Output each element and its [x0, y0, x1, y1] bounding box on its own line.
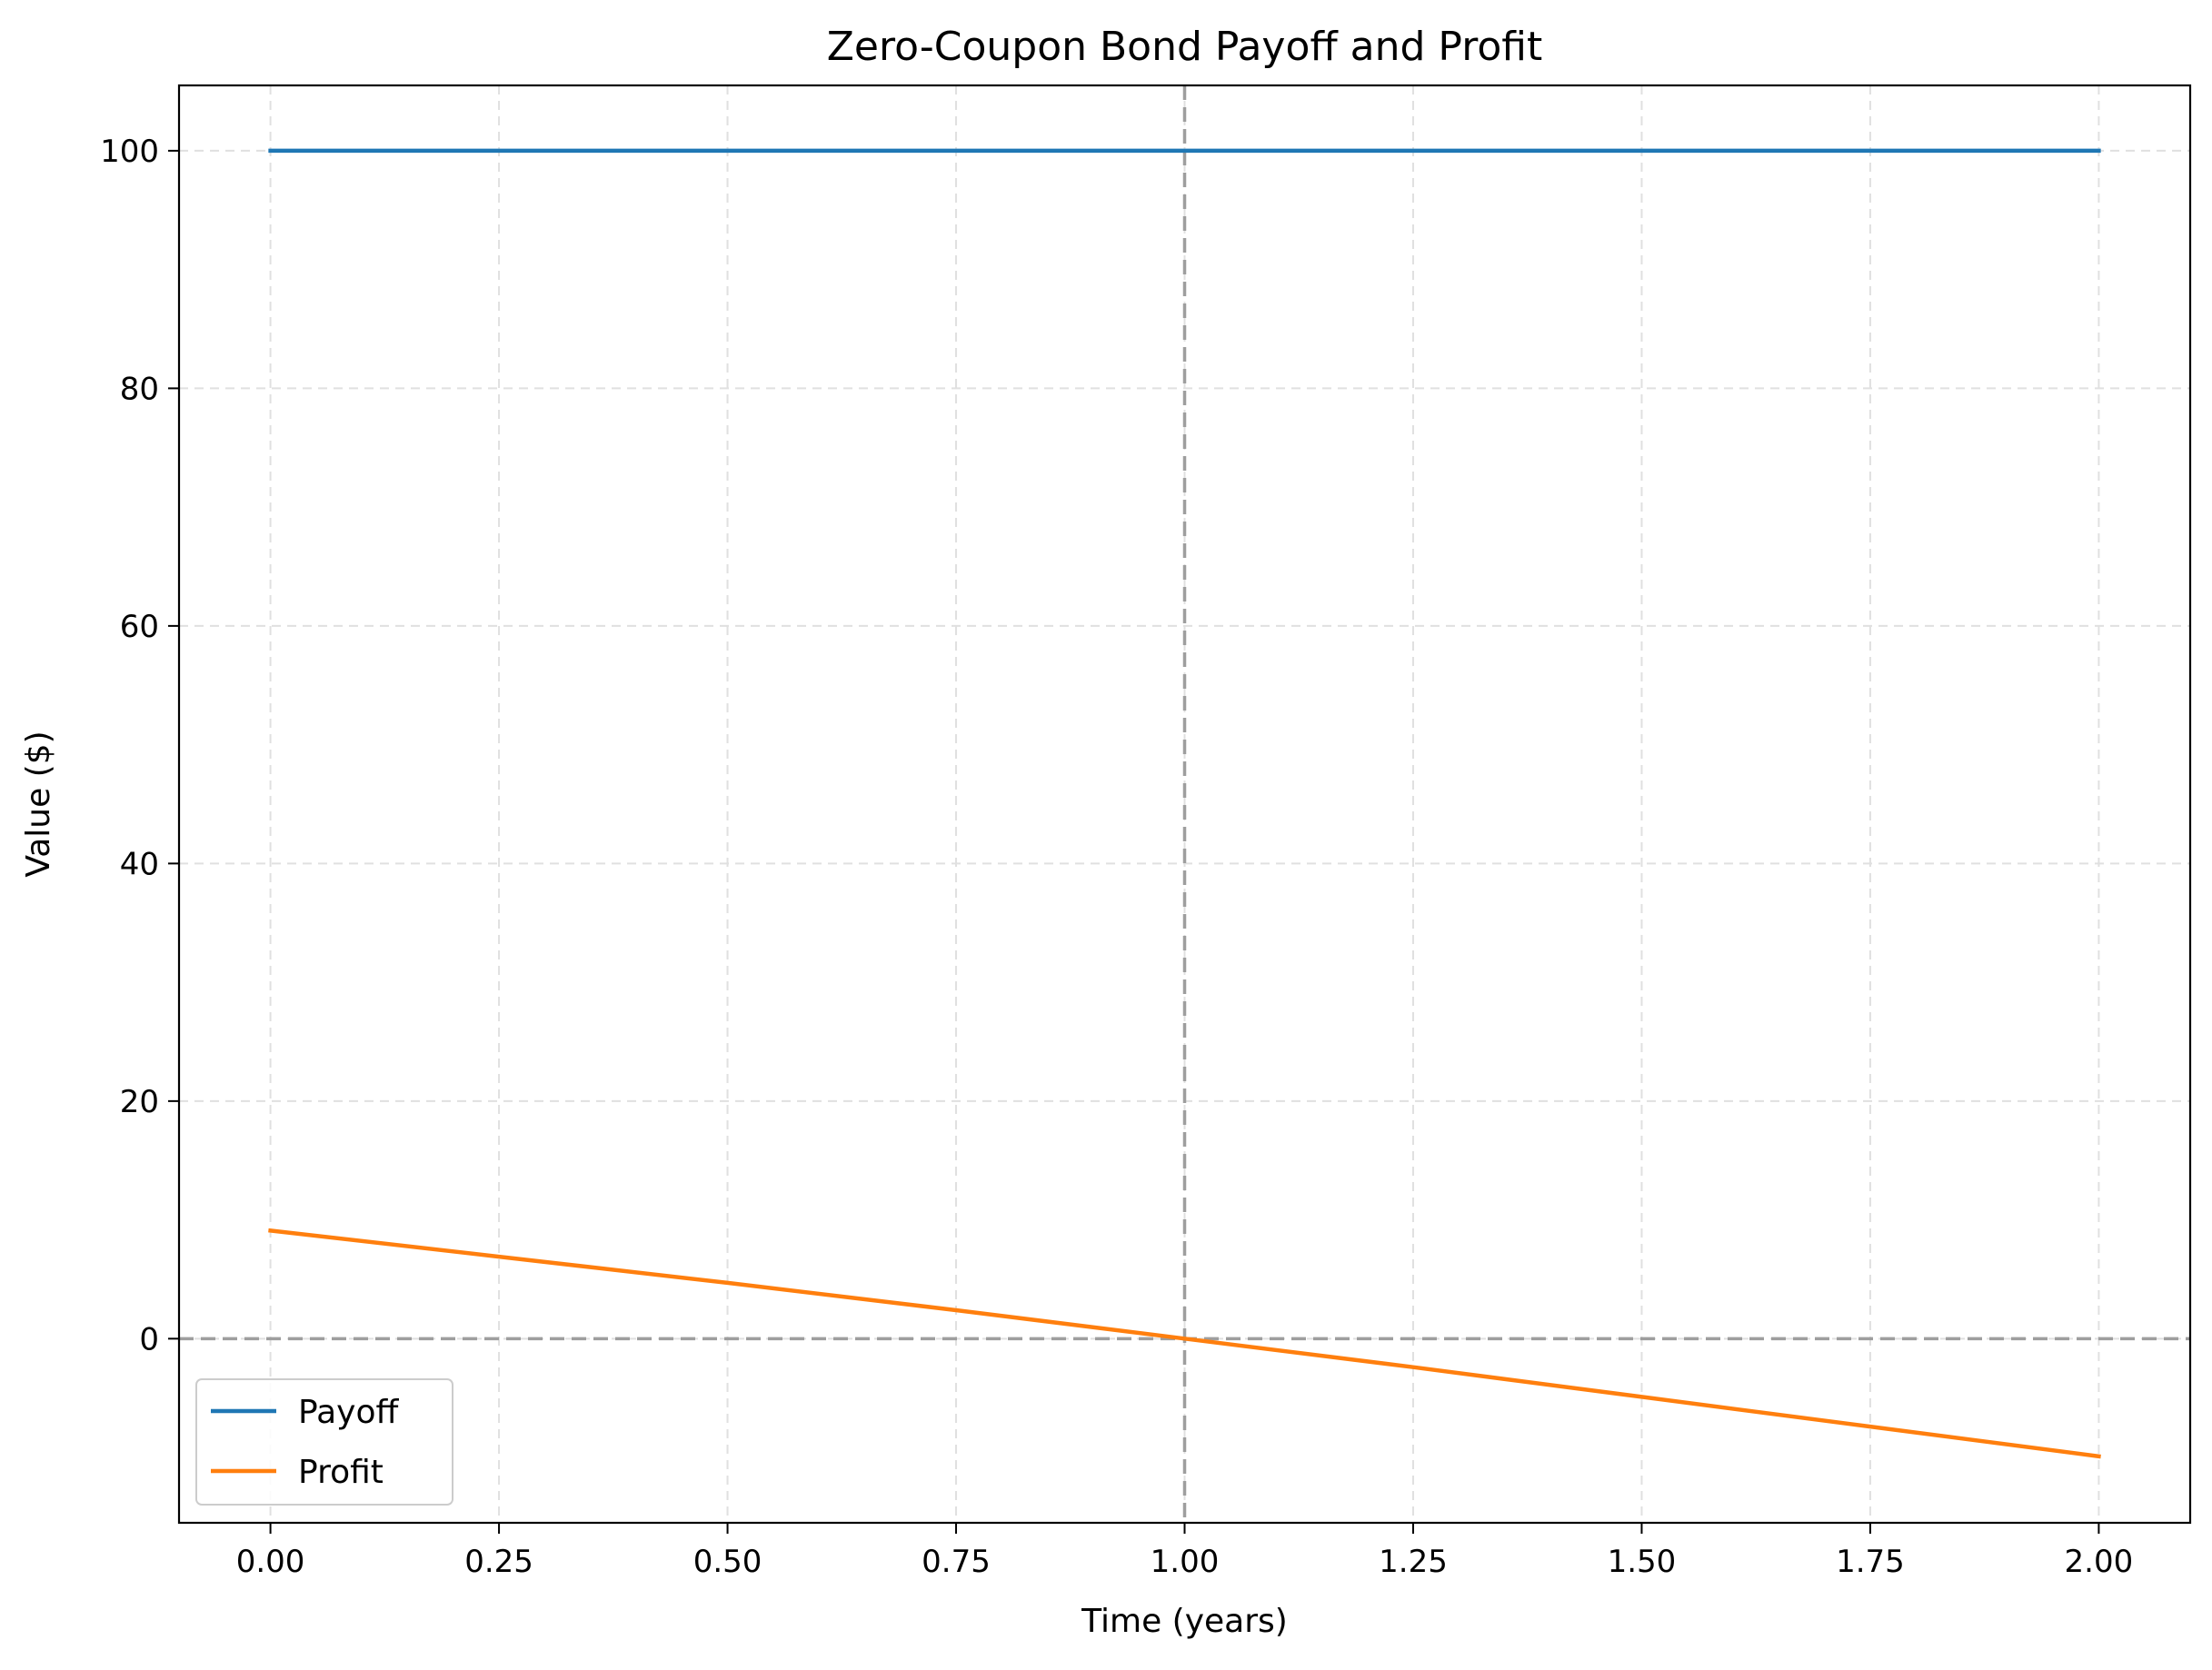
y-tick-label: 100: [100, 134, 159, 170]
x-tick-label: 1.25: [1379, 1544, 1448, 1580]
legend-label-profit: Profit: [298, 1454, 384, 1491]
series-line-profit: [268, 1228, 2101, 1459]
x-tick-label: 0.25: [464, 1544, 533, 1580]
series-layer: [268, 148, 2101, 1459]
x-tick-label: 2.00: [2065, 1544, 2134, 1580]
y-axis-label: Value ($): [20, 731, 57, 877]
x-tick-label: 1.00: [1151, 1544, 1220, 1580]
x-tick-label: 0.75: [922, 1544, 991, 1580]
x-axis-ticks: 0.00 0.25 0.50 0.75 1.00 1.25 1.50 1.75 2.00: [236, 1523, 2134, 1580]
chart-title: Zero-Coupon Bond Payoff and Profit: [827, 24, 1542, 70]
x-tick-label: 0.50: [693, 1544, 762, 1580]
y-tick-label: 20: [120, 1084, 159, 1120]
y-tick-label: 0: [139, 1321, 159, 1357]
x-axis-label: Time (years): [1081, 1603, 1288, 1640]
y-tick-label: 80: [120, 371, 159, 407]
y-tick-label: 60: [120, 609, 159, 645]
legend: Payoff Profit: [195, 1378, 453, 1506]
x-tick-label: 1.75: [1836, 1544, 1905, 1580]
x-tick-label: 0.00: [236, 1544, 305, 1580]
legend-label-payoff: Payoff: [298, 1394, 399, 1431]
y-axis-ticks: 0 20 40 60 80 100: [100, 134, 179, 1357]
y-tick-label: 40: [120, 846, 159, 882]
x-tick-label: 1.50: [1608, 1544, 1677, 1580]
